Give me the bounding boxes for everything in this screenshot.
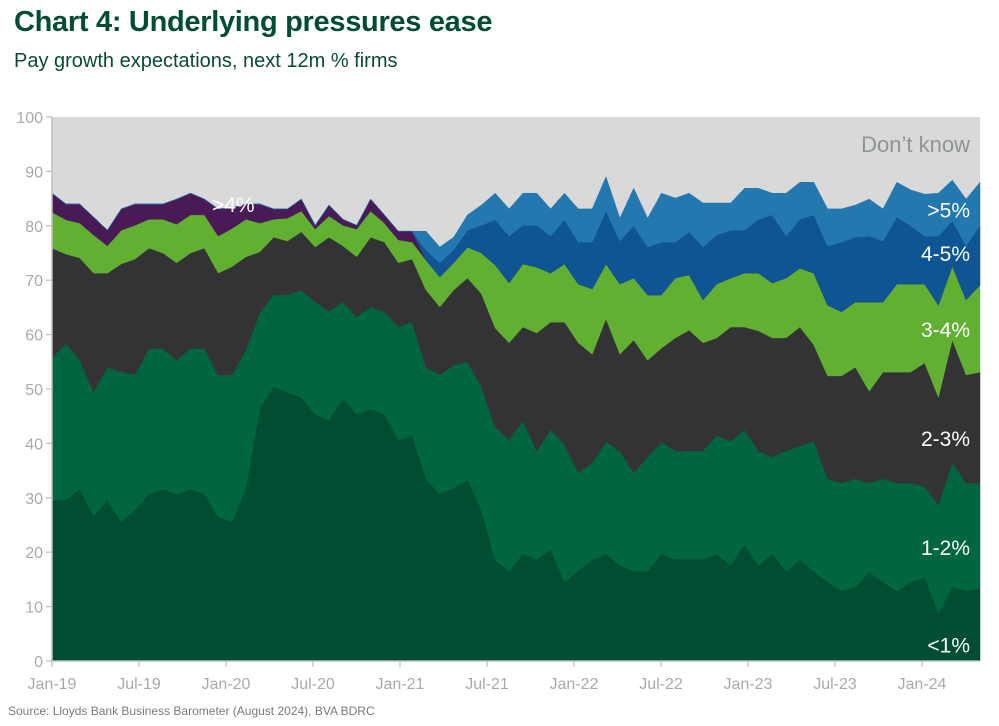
series-label-lt-1: <1% — [927, 635, 970, 658]
series-labels: >4% >5% 4-5% 3-4% 2-3% 1-2% <1% Don’t know — [212, 132, 970, 657]
series-label-3-4: 3-4% — [921, 319, 970, 342]
y-tick-label: 80 — [25, 219, 43, 236]
y-tick-label: 30 — [25, 491, 43, 508]
y-tick-label: 40 — [25, 436, 43, 453]
x-tick-label: Jan-24 — [898, 676, 947, 693]
series-label-don-t-know: Don’t know — [861, 132, 970, 157]
series-label-2-3: 2-3% — [921, 428, 970, 451]
x-tick-label: Jan-23 — [724, 676, 773, 693]
x-tick-label: Jul-22 — [639, 676, 683, 693]
y-tick-label: 50 — [25, 382, 43, 399]
x-tick-label: Jan-22 — [550, 676, 599, 693]
area-gt-5 — [51, 176, 981, 264]
y-tick-label: 0 — [34, 654, 43, 671]
x-tick-label: Jul-23 — [813, 676, 857, 693]
series-label-1-2: 1-2% — [921, 537, 970, 560]
source-note: Source: Lloyds Bank Business Barometer (… — [8, 704, 375, 718]
x-tick-label: Jan-20 — [202, 676, 251, 693]
stacked-area-chart: 0 10 20 30 40 50 60 70 80 90 100 Jan-19 Jul-19 Jan-20… — [16, 110, 981, 693]
y-tick-label: 20 — [25, 545, 43, 562]
axes: 0 10 20 30 40 50 60 70 80 90 100 Jan-19 Jul-19 Jan-20… — [16, 110, 980, 693]
y-tick-label: 70 — [25, 273, 43, 290]
series-label-4-5: 4-5% — [921, 243, 970, 266]
y-tick-label: 100 — [16, 110, 43, 127]
area-layers — [51, 117, 981, 662]
x-tick-label: Jan-21 — [376, 676, 425, 693]
y-tick-label: 10 — [25, 600, 43, 617]
chart-subtitle: Pay growth expectations, next 12m % firm… — [14, 50, 398, 72]
x-tick-label: Jul-20 — [291, 676, 335, 693]
series-label-gt-5: >5% — [927, 199, 970, 222]
series-label-gt-4: >4% — [212, 194, 255, 217]
y-tick-label: 60 — [25, 328, 43, 345]
x-tick-label: Jul-19 — [117, 676, 161, 693]
x-tick-label: Jul-21 — [465, 676, 509, 693]
chart-title: Chart 4: Underlying pressures ease — [14, 6, 493, 38]
x-tick-label: Jan-19 — [28, 676, 77, 693]
y-tick-label: 90 — [25, 164, 43, 181]
